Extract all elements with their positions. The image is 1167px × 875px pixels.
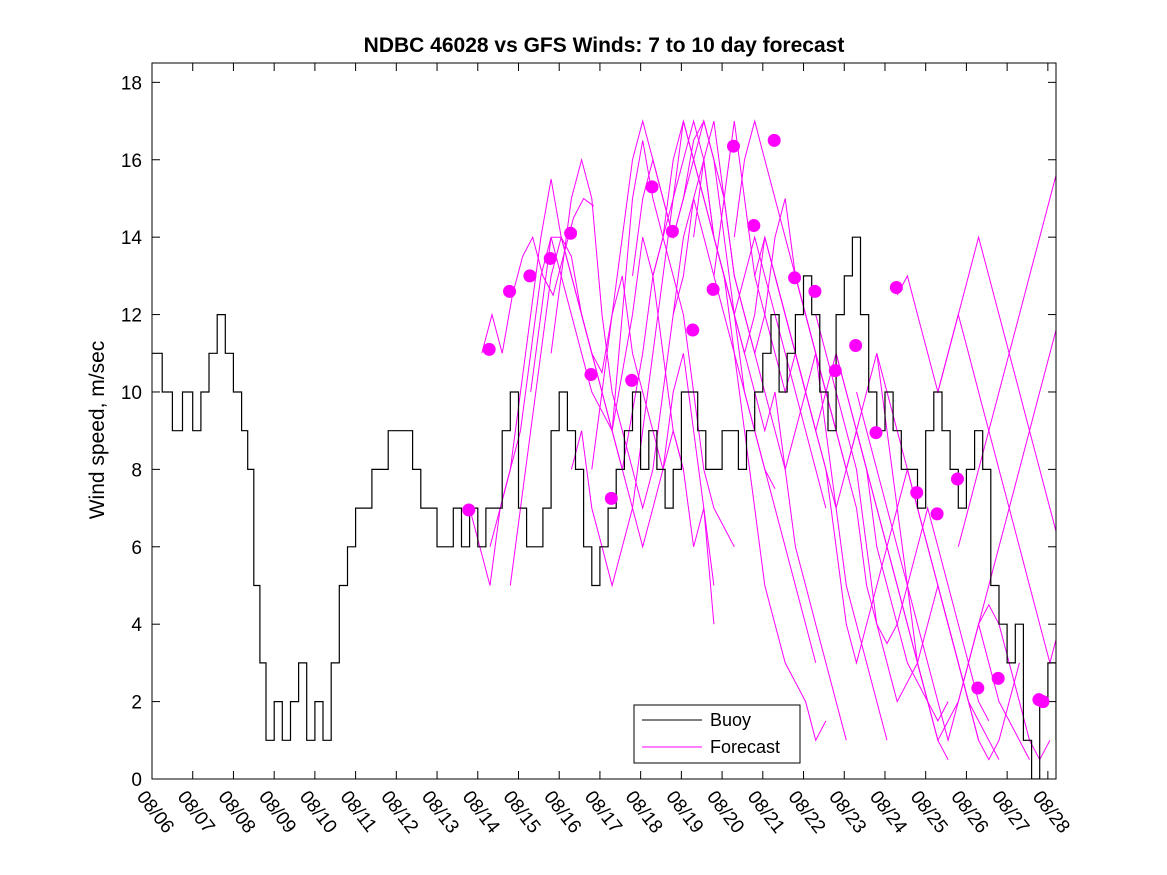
forecast-line-5 — [550, 157, 776, 511]
forecast-line-9 — [632, 119, 817, 664]
forecast-marker-16 — [788, 271, 802, 285]
forecast-marker-15 — [767, 133, 781, 147]
plot-frame — [151, 62, 1057, 780]
forecast-marker-8 — [625, 373, 639, 387]
forecast-marker-3 — [523, 269, 537, 283]
y-tick-label-7: 14 — [121, 228, 143, 249]
forecast-marker-9 — [645, 180, 659, 194]
forecast-markers — [462, 133, 1050, 709]
y-tick-label-1: 2 — [131, 693, 142, 714]
y-tick-label-2: 4 — [131, 615, 142, 636]
chart-title: NDBC 46028 vs GFS Winds: 7 to 10 day for… — [364, 34, 845, 57]
forecast-line-23 — [937, 312, 1056, 665]
forecast-marker-19 — [849, 339, 863, 353]
y-tick-label-4: 8 — [131, 460, 142, 481]
forecast-marker-21 — [889, 280, 903, 294]
forecast-marker-14 — [747, 219, 761, 233]
forecast-marker-5 — [564, 226, 578, 240]
y-tick-label-0: 0 — [131, 770, 142, 791]
legend: Buoy Forecast — [633, 704, 801, 764]
forecast-marker-0 — [462, 503, 476, 517]
forecast-line-21 — [876, 353, 1020, 761]
forecast-marker-1 — [482, 342, 496, 356]
forecast-marker-6 — [584, 368, 598, 382]
forecast-line-20 — [856, 391, 1051, 761]
forecast-marker-10 — [665, 224, 679, 238]
y-tick-labels: 0 2 4 6 8 10 12 14 16 18 — [121, 73, 143, 791]
forecast-marker-28 — [1036, 695, 1050, 709]
forecast-marker-4 — [543, 251, 557, 265]
forecast-marker-11 — [686, 323, 700, 337]
forecast-marker-2 — [503, 284, 517, 298]
forecast-marker-26 — [991, 671, 1005, 685]
forecast-marker-13 — [726, 139, 740, 153]
buoy-line-path — [152, 236, 1056, 779]
forecast-line-13 — [713, 121, 949, 760]
forecast-line-10 — [652, 119, 827, 742]
axis-ticks — [151, 63, 1056, 780]
forecast-marker-18 — [828, 364, 842, 378]
y-tick-label-5: 10 — [121, 383, 142, 404]
forecast-line-0 — [481, 197, 595, 354]
buoy-series — [152, 236, 1056, 779]
y-tick-label-9: 18 — [121, 73, 142, 94]
forecast-marker-23 — [930, 507, 944, 521]
y-tick-label-8: 16 — [121, 151, 142, 172]
forecast-marker-25 — [971, 681, 985, 695]
forecast-line-25 — [978, 328, 1056, 625]
forecast-series — [469, 119, 1056, 761]
legend-buoy-label: Buoy — [710, 710, 751, 730]
y-tick-label-6: 12 — [121, 306, 142, 327]
forecast-marker-20 — [869, 426, 883, 440]
forecast-marker-17 — [808, 284, 822, 298]
forecast-line-12 — [693, 120, 888, 741]
forecast-marker-7 — [604, 491, 618, 505]
forecast-line-11 — [672, 159, 847, 741]
y-axis-label: Wind speed, m/sec — [86, 341, 109, 520]
legend-forecast-label: Forecast — [710, 737, 780, 757]
forecast-marker-24 — [950, 472, 964, 486]
legend-box — [633, 704, 801, 764]
y-tick-label-3: 6 — [131, 538, 142, 559]
forecast-line-24 — [957, 173, 1056, 547]
forecast-line-19 — [835, 353, 1030, 760]
forecast-marker-12 — [706, 282, 720, 296]
forecast-marker-22 — [910, 486, 924, 500]
